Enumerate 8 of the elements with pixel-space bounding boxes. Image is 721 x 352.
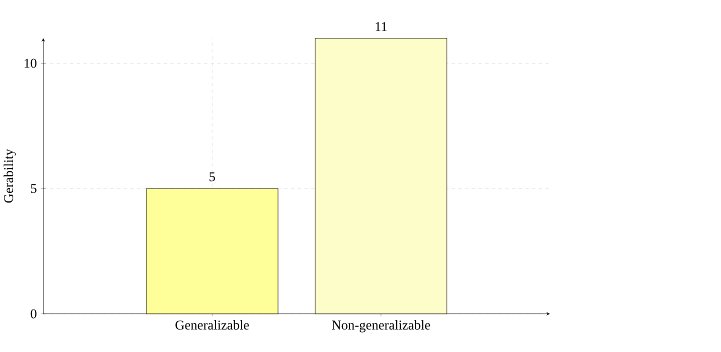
y-tick-label: 0 bbox=[30, 310, 36, 319]
data-label: 11 bbox=[376, 22, 387, 32]
x-tick-label: Non-generalizable bbox=[332, 320, 430, 333]
y-tick-label: 5 bbox=[31, 184, 36, 194]
data-label: 5 bbox=[210, 172, 215, 182]
y-axis-title: Gerability bbox=[4, 149, 16, 203]
x-tick-label: Generalizable bbox=[176, 320, 249, 330]
y-tick-label: 10 bbox=[24, 59, 36, 68]
